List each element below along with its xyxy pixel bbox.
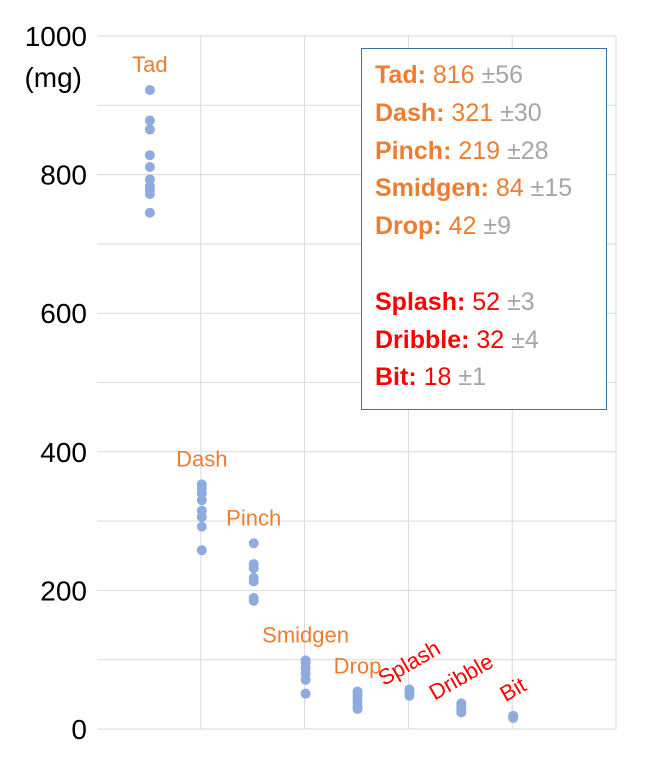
y-axis: 0 200 400 600 800 1000 (mg) xyxy=(24,21,87,745)
legend-sd: ±15 xyxy=(530,174,573,203)
data-point xyxy=(144,85,155,96)
data-point xyxy=(196,511,207,522)
data-point xyxy=(196,488,207,499)
legend-sd: ±3 xyxy=(507,287,535,316)
legend-name: Drop: xyxy=(375,212,442,241)
data-point xyxy=(144,124,155,135)
data-point xyxy=(352,703,363,714)
legend-name: Splash: xyxy=(375,287,466,316)
legend-sd: ±9 xyxy=(483,212,511,241)
legend-group-b: Splash: 52 ±3 Dribble: 32 ±4 Bit: 18 ±1 xyxy=(375,284,606,397)
legend-row: Tad: 816 ±56 xyxy=(375,57,606,95)
data-point xyxy=(300,688,311,699)
legend-name: Bit: xyxy=(375,363,417,392)
y-tick-label: 200 xyxy=(40,575,87,606)
legend-row: Dribble: 32 ±4 xyxy=(375,322,606,360)
data-points xyxy=(144,85,519,723)
legend-row: Dash: 321 ±30 xyxy=(375,95,606,133)
series-label: Tad xyxy=(132,52,167,77)
data-point xyxy=(144,161,155,172)
legend-sd: ±30 xyxy=(500,98,542,127)
legend-sd: ±4 xyxy=(511,325,539,354)
data-point xyxy=(404,690,415,701)
legend-name: Tad: xyxy=(375,61,426,89)
data-point xyxy=(300,674,311,685)
data-point xyxy=(248,563,259,574)
series-label: Drop xyxy=(334,654,382,679)
y-axis-label: (mg) xyxy=(24,62,82,93)
data-point xyxy=(248,538,259,549)
legend-name: Pinch: xyxy=(375,136,452,165)
legend-mean: 52 xyxy=(472,287,501,316)
legend-row: Smidgen: 84 ±15 xyxy=(375,170,606,208)
data-point xyxy=(248,595,259,606)
legend-mean: 32 xyxy=(476,325,505,354)
legend-mean: 219 xyxy=(458,136,501,165)
legend-sd: ±56 xyxy=(481,61,524,89)
series-label: Pinch xyxy=(226,505,281,530)
y-tick-label: 0 xyxy=(71,714,87,745)
legend-name: Smidgen: xyxy=(375,174,489,203)
data-point xyxy=(508,712,519,723)
legend-name: Dash: xyxy=(375,98,445,127)
legend-mean: 321 xyxy=(451,98,494,127)
legend-sd: ±28 xyxy=(507,136,549,165)
series-label: Bit xyxy=(496,672,531,706)
data-point xyxy=(248,576,259,587)
legend-name: Dribble: xyxy=(375,325,470,354)
data-point xyxy=(456,707,467,718)
data-point xyxy=(144,150,155,161)
data-point xyxy=(196,521,207,532)
data-point xyxy=(144,174,155,185)
legend-row: Pinch: 219 ±28 xyxy=(375,133,606,171)
y-tick-label: 1000 xyxy=(25,21,87,52)
data-point xyxy=(196,495,207,506)
y-tick-label: 600 xyxy=(40,298,87,329)
legend-box: Tad: 816 ±56 Dash: 321 ±30 Pinch: 219 ±2… xyxy=(361,48,607,410)
series-label: Dash xyxy=(176,446,227,471)
data-point xyxy=(196,545,207,556)
data-point xyxy=(144,189,155,200)
legend-row: Drop: 42 ±9 xyxy=(375,208,606,246)
legend-mean: 18 xyxy=(423,363,452,392)
legend-mean: 42 xyxy=(448,212,477,241)
legend-mean: 816 xyxy=(432,61,475,89)
legend-group-a: Tad: 816 ±56 Dash: 321 ±30 Pinch: 219 ±2… xyxy=(375,57,606,246)
y-tick-label: 800 xyxy=(40,160,87,191)
data-point xyxy=(144,207,155,218)
legend-row: Bit: 18 ±1 xyxy=(375,359,606,397)
legend-mean: 84 xyxy=(495,174,524,203)
legend-spacer xyxy=(375,246,606,284)
data-point xyxy=(144,115,155,126)
legend-row: Splash: 52 ±3 xyxy=(375,284,606,322)
y-tick-label: 400 xyxy=(40,437,87,468)
legend-sd: ±1 xyxy=(458,363,486,392)
series-label: Smidgen xyxy=(262,622,349,647)
